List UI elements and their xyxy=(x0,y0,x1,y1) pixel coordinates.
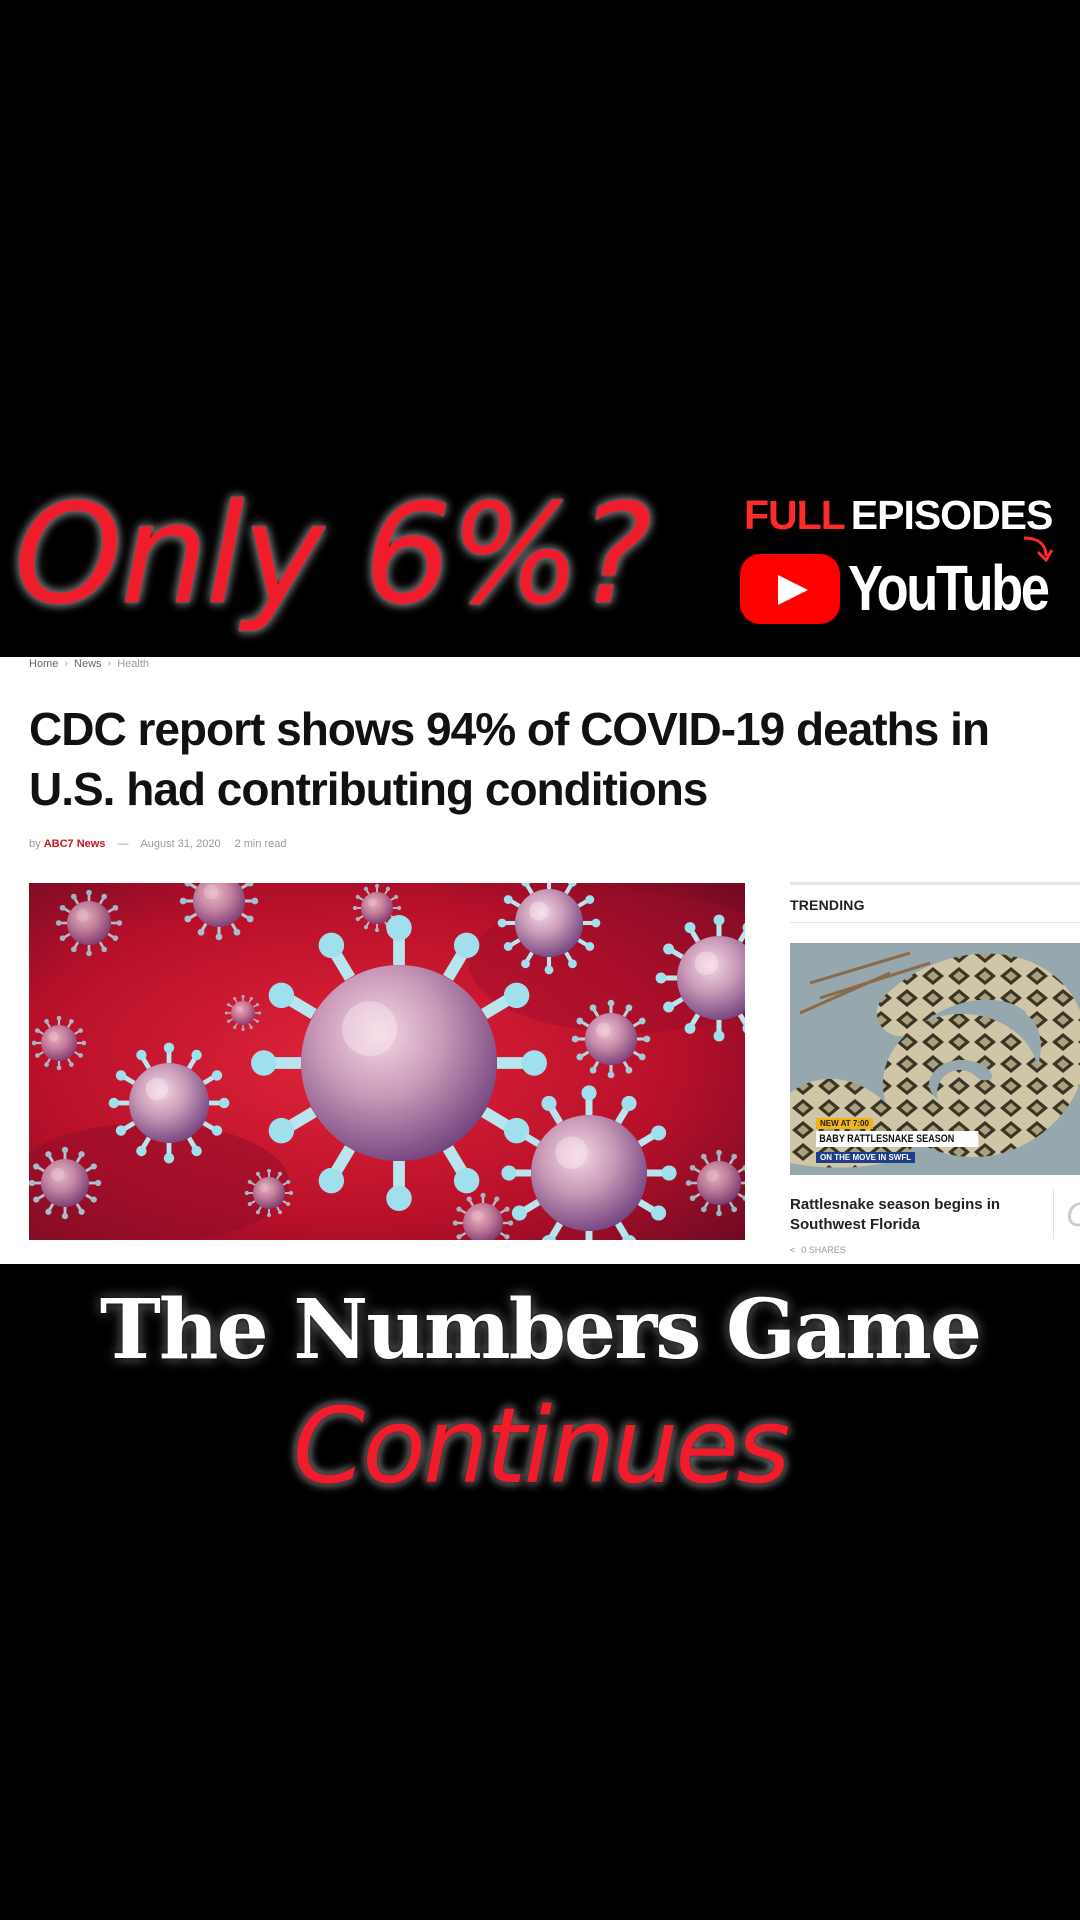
overlay-tagline: Continues xyxy=(292,1385,791,1507)
promo-full: FULL xyxy=(744,492,846,538)
promo-episodes: EPISODES xyxy=(850,492,1054,538)
promo-text: FULL EPISODES xyxy=(744,490,1054,540)
publish-date: August 31, 2020 xyxy=(140,838,221,850)
lower-third-title: BABY RATTLESNAKE SEASON xyxy=(816,1131,979,1147)
read-time: 2 min read xyxy=(234,838,287,850)
carousel-divider xyxy=(1053,1189,1054,1239)
breadcrumb: Home › News › Health xyxy=(29,658,149,670)
article-byline: by ABC7 News — August 31, 2020 2 min read xyxy=(29,838,287,850)
next-item-peek[interactable]: C xyxy=(1066,1195,1080,1235)
breadcrumb-news[interactable]: News xyxy=(74,658,102,670)
share-count-label: 0 SHARES xyxy=(801,1245,846,1255)
breadcrumb-home[interactable]: Home xyxy=(29,658,59,670)
author-link[interactable]: ABC7 News xyxy=(43,838,106,850)
trending-rule xyxy=(790,922,1080,923)
lower-third-subtitle: ON THE MOVE IN SWFL xyxy=(816,1152,916,1163)
lower-third-tag: NEW AT 7:00 xyxy=(816,1118,873,1129)
byline-dash: — xyxy=(117,838,129,850)
article-screenshot: Home › News › Health CDC report shows 94% of… xyxy=(0,657,1080,1264)
breadcrumb-separator: › xyxy=(64,658,69,670)
virus-illustration xyxy=(29,883,745,1240)
overlay-subtitle: The Numbers Game xyxy=(99,1282,982,1378)
share-count[interactable]: <0 SHARES xyxy=(790,1245,846,1255)
breadcrumb-health[interactable]: Health xyxy=(117,658,149,670)
breadcrumb-separator: › xyxy=(107,658,112,670)
news-lower-third: NEW AT 7:00 BABY RATTLESNAKE SEASON ON T… xyxy=(816,1113,979,1165)
trending-article-link[interactable]: Rattlesnake season begins in Southwest F… xyxy=(790,1196,1001,1233)
trending-top-rule xyxy=(790,882,1080,885)
youtube-wordmark: YouTube xyxy=(848,552,1050,624)
coronavirus-image xyxy=(29,883,745,1240)
overlay-headline: Only 6%? xyxy=(14,474,652,635)
rattlesnake-image[interactable]: NEW AT 7:00 BABY RATTLESNAKE SEASON ON T… xyxy=(790,943,1080,1175)
trending-heading: TRENDING xyxy=(790,897,865,913)
share-icon: < xyxy=(790,1245,796,1255)
full-episodes-promo: FULL EPISODES YouTube xyxy=(740,490,1070,630)
curved-arrow-icon xyxy=(1023,536,1054,563)
byline-prefix: by xyxy=(29,838,41,850)
article-title: CDC report shows 94% of COVID-19 deaths … xyxy=(29,703,990,815)
youtube-play-icon xyxy=(740,554,840,624)
